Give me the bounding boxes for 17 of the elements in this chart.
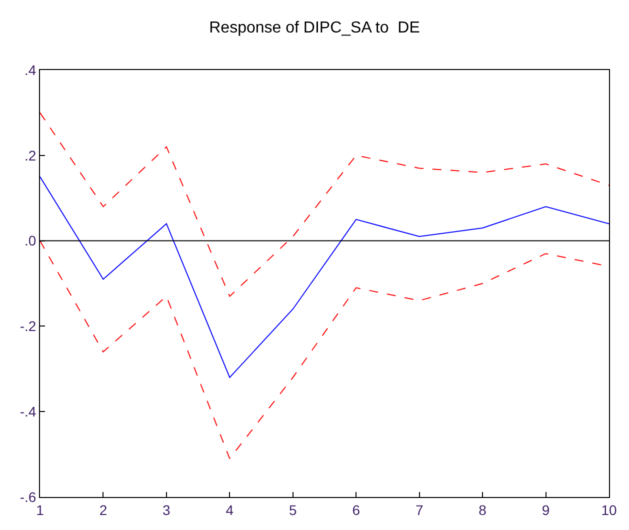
- x-tick-label: 6: [352, 502, 360, 518]
- y-tick-label: .0: [24, 232, 36, 249]
- y-tick-label: -.2: [20, 318, 36, 334]
- chart-title: Response of DIPC_SA to DE: [209, 19, 420, 36]
- x-tick-label: 10: [601, 502, 617, 518]
- x-tick-label: 2: [99, 502, 108, 518]
- x-tick-label: 4: [226, 502, 234, 518]
- x-tick-label: 7: [415, 502, 424, 518]
- x-tick-label: 8: [478, 502, 487, 518]
- y-tick-label: -.6: [20, 488, 36, 505]
- x-tick-label: 3: [162, 502, 171, 518]
- y-tick-label: .2: [24, 147, 36, 164]
- y-tick-label: -.4: [20, 404, 36, 420]
- y-tick-label: .4: [24, 62, 36, 78]
- x-tick-label: 5: [288, 502, 297, 518]
- x-tick-label: 1: [36, 502, 44, 518]
- x-tick-label: 9: [542, 502, 550, 518]
